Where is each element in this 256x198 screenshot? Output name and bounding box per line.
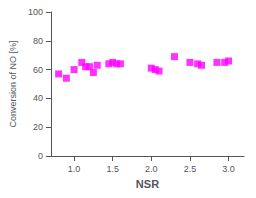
svg-text:20: 20 [33, 122, 43, 132]
svg-text:60: 60 [33, 65, 43, 75]
svg-text:0: 0 [38, 151, 43, 161]
svg-text:3.0: 3.0 [222, 164, 235, 174]
svg-text:Conversion of NO [%]: Conversion of NO [%] [8, 40, 18, 127]
svg-text:1.5: 1.5 [106, 164, 119, 174]
svg-text:40: 40 [33, 93, 43, 103]
svg-text:100: 100 [28, 7, 43, 17]
svg-text:2.5: 2.5 [184, 164, 197, 174]
svg-text:NSR: NSR [136, 178, 159, 190]
svg-text:1.0: 1.0 [68, 164, 81, 174]
svg-text:2.0: 2.0 [145, 164, 158, 174]
svg-text:80: 80 [33, 36, 43, 46]
